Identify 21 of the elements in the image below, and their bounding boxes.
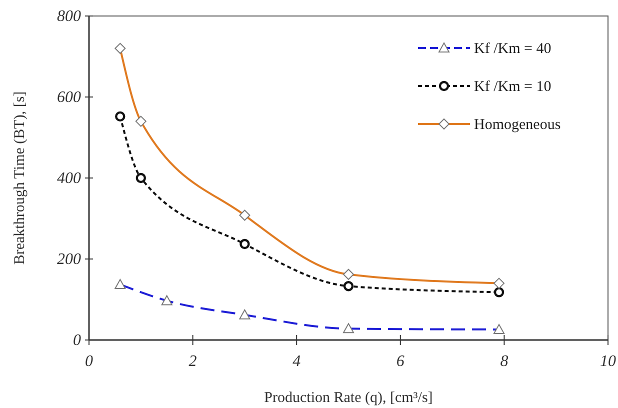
x-tick-label: 4	[292, 353, 301, 370]
legend-label: Kf /Km = 40	[474, 41, 552, 57]
x-tick-label: 0	[85, 353, 93, 370]
legend-label: Homogeneous	[474, 117, 561, 133]
y-tick-label: 0	[73, 332, 81, 349]
point	[240, 238, 250, 250]
y-tick-label: 200	[57, 251, 81, 268]
point	[115, 111, 126, 122]
x-tick-label: 6	[396, 353, 404, 370]
x-tick-label: 2	[188, 353, 197, 370]
x-tick-label: 8	[500, 353, 508, 370]
y-tick-label: 800	[57, 8, 81, 25]
y-tick-label: 400	[57, 170, 81, 187]
y-axis-title: Breakthrough Time (BT), [s]	[12, 91, 28, 265]
point	[494, 287, 504, 298]
x-axis-title: Production Rate (q), [cm³/s]	[264, 390, 433, 406]
legend-label: Kf /Km = 10	[474, 79, 552, 95]
y-tick-label: 600	[57, 89, 81, 106]
point	[343, 281, 354, 292]
x-tick-label: 10	[600, 353, 616, 370]
point	[136, 172, 146, 184]
